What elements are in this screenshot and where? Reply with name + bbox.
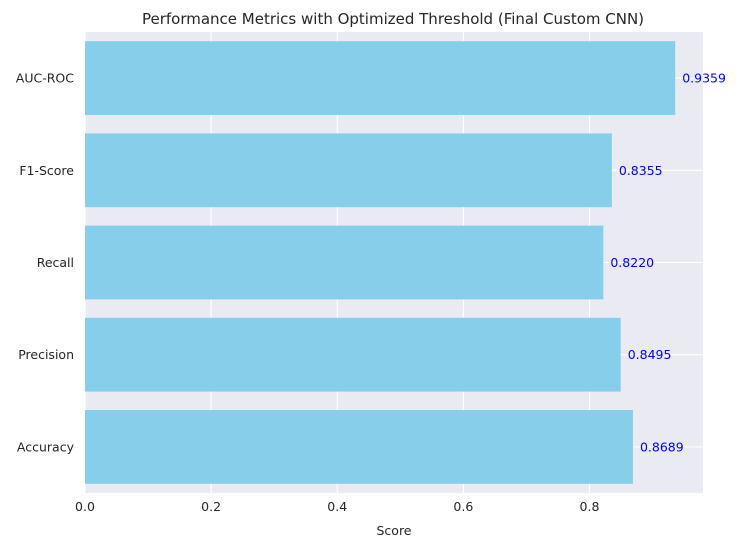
y-tick-labels: Accuracy Precision Recall F1-Score AUC-ROC bbox=[16, 71, 75, 455]
y-tick-label: F1-Score bbox=[19, 163, 74, 178]
data-label: 0.8689 bbox=[640, 439, 684, 454]
x-tick-labels: 0.0 0.2 0.4 0.6 0.8 bbox=[75, 499, 599, 514]
bar-f1-score bbox=[85, 133, 612, 208]
y-tick-label: Accuracy bbox=[17, 439, 75, 454]
bar-precision bbox=[85, 317, 621, 392]
y-tick-label: AUC-ROC bbox=[16, 71, 74, 86]
y-tick-label: Precision bbox=[18, 347, 74, 362]
x-tick-label: 0.4 bbox=[327, 499, 347, 514]
bar-auc-roc bbox=[85, 41, 676, 115]
x-tick-label: 0.6 bbox=[453, 499, 473, 514]
bars bbox=[85, 41, 676, 484]
bar-recall bbox=[85, 225, 604, 300]
x-tick-label: 0.8 bbox=[580, 499, 600, 514]
data-label: 0.8495 bbox=[628, 347, 672, 362]
data-labels: 0.8689 0.8495 0.8220 0.8355 0.9359 bbox=[610, 71, 726, 455]
y-tick-label: Recall bbox=[37, 255, 74, 270]
bar-accuracy bbox=[85, 410, 633, 484]
x-tick-label: 0.2 bbox=[201, 499, 221, 514]
chart-title: Performance Metrics with Optimized Thres… bbox=[142, 10, 644, 28]
x-axis-label: Score bbox=[376, 523, 411, 538]
x-tick-label: 0.0 bbox=[75, 499, 95, 514]
data-label: 0.9359 bbox=[682, 71, 726, 86]
data-label: 0.8355 bbox=[619, 163, 663, 178]
data-label: 0.8220 bbox=[610, 255, 654, 270]
